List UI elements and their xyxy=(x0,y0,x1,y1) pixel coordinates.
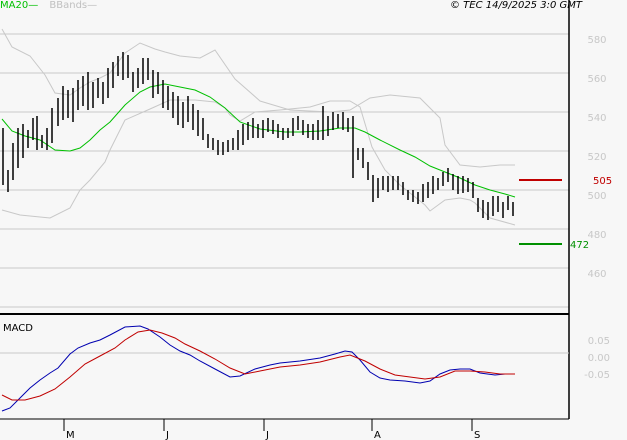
svg-text:540: 540 xyxy=(587,113,606,124)
price-bars xyxy=(2,52,514,220)
x-label-j1: J xyxy=(165,430,169,440)
support-label: 472 xyxy=(570,240,589,251)
macd-label: MACD xyxy=(3,323,33,334)
legend-ma20: MA20— xyxy=(0,0,39,11)
x-axis xyxy=(63,419,473,431)
price-axis: 580 560 540 520 500 480 460 xyxy=(587,35,606,280)
macd-axis: 0.05 0.00 -0.05 xyxy=(584,336,610,381)
copyright-text: © TEC 14/9/2025 3:0 GMT xyxy=(450,0,582,11)
x-label-a: A xyxy=(374,430,381,440)
macd-line xyxy=(1,325,515,412)
svg-text:0.00: 0.00 xyxy=(588,353,610,364)
legend-bbands: BBands— xyxy=(49,0,98,11)
x-label-m: M xyxy=(66,430,75,440)
svg-text:0.05: 0.05 xyxy=(588,336,610,347)
svg-text:560: 560 xyxy=(587,74,606,85)
ma20-line xyxy=(1,83,516,198)
resistance-label: 505 xyxy=(593,176,612,187)
svg-text:500: 500 xyxy=(587,191,606,202)
svg-text:480: 480 xyxy=(587,230,606,241)
x-label-s: S xyxy=(474,430,480,440)
price-grid xyxy=(0,33,569,308)
x-label-j2: J xyxy=(265,430,269,440)
svg-text:-0.05: -0.05 xyxy=(584,370,610,381)
svg-text:460: 460 xyxy=(587,269,606,280)
svg-text:520: 520 xyxy=(587,152,606,163)
bband-upper xyxy=(1,28,515,168)
chart-legend: MA20— BBands— xyxy=(0,0,97,12)
bband-lower xyxy=(1,99,516,226)
signal-line xyxy=(1,329,515,401)
svg-text:580: 580 xyxy=(587,35,606,46)
